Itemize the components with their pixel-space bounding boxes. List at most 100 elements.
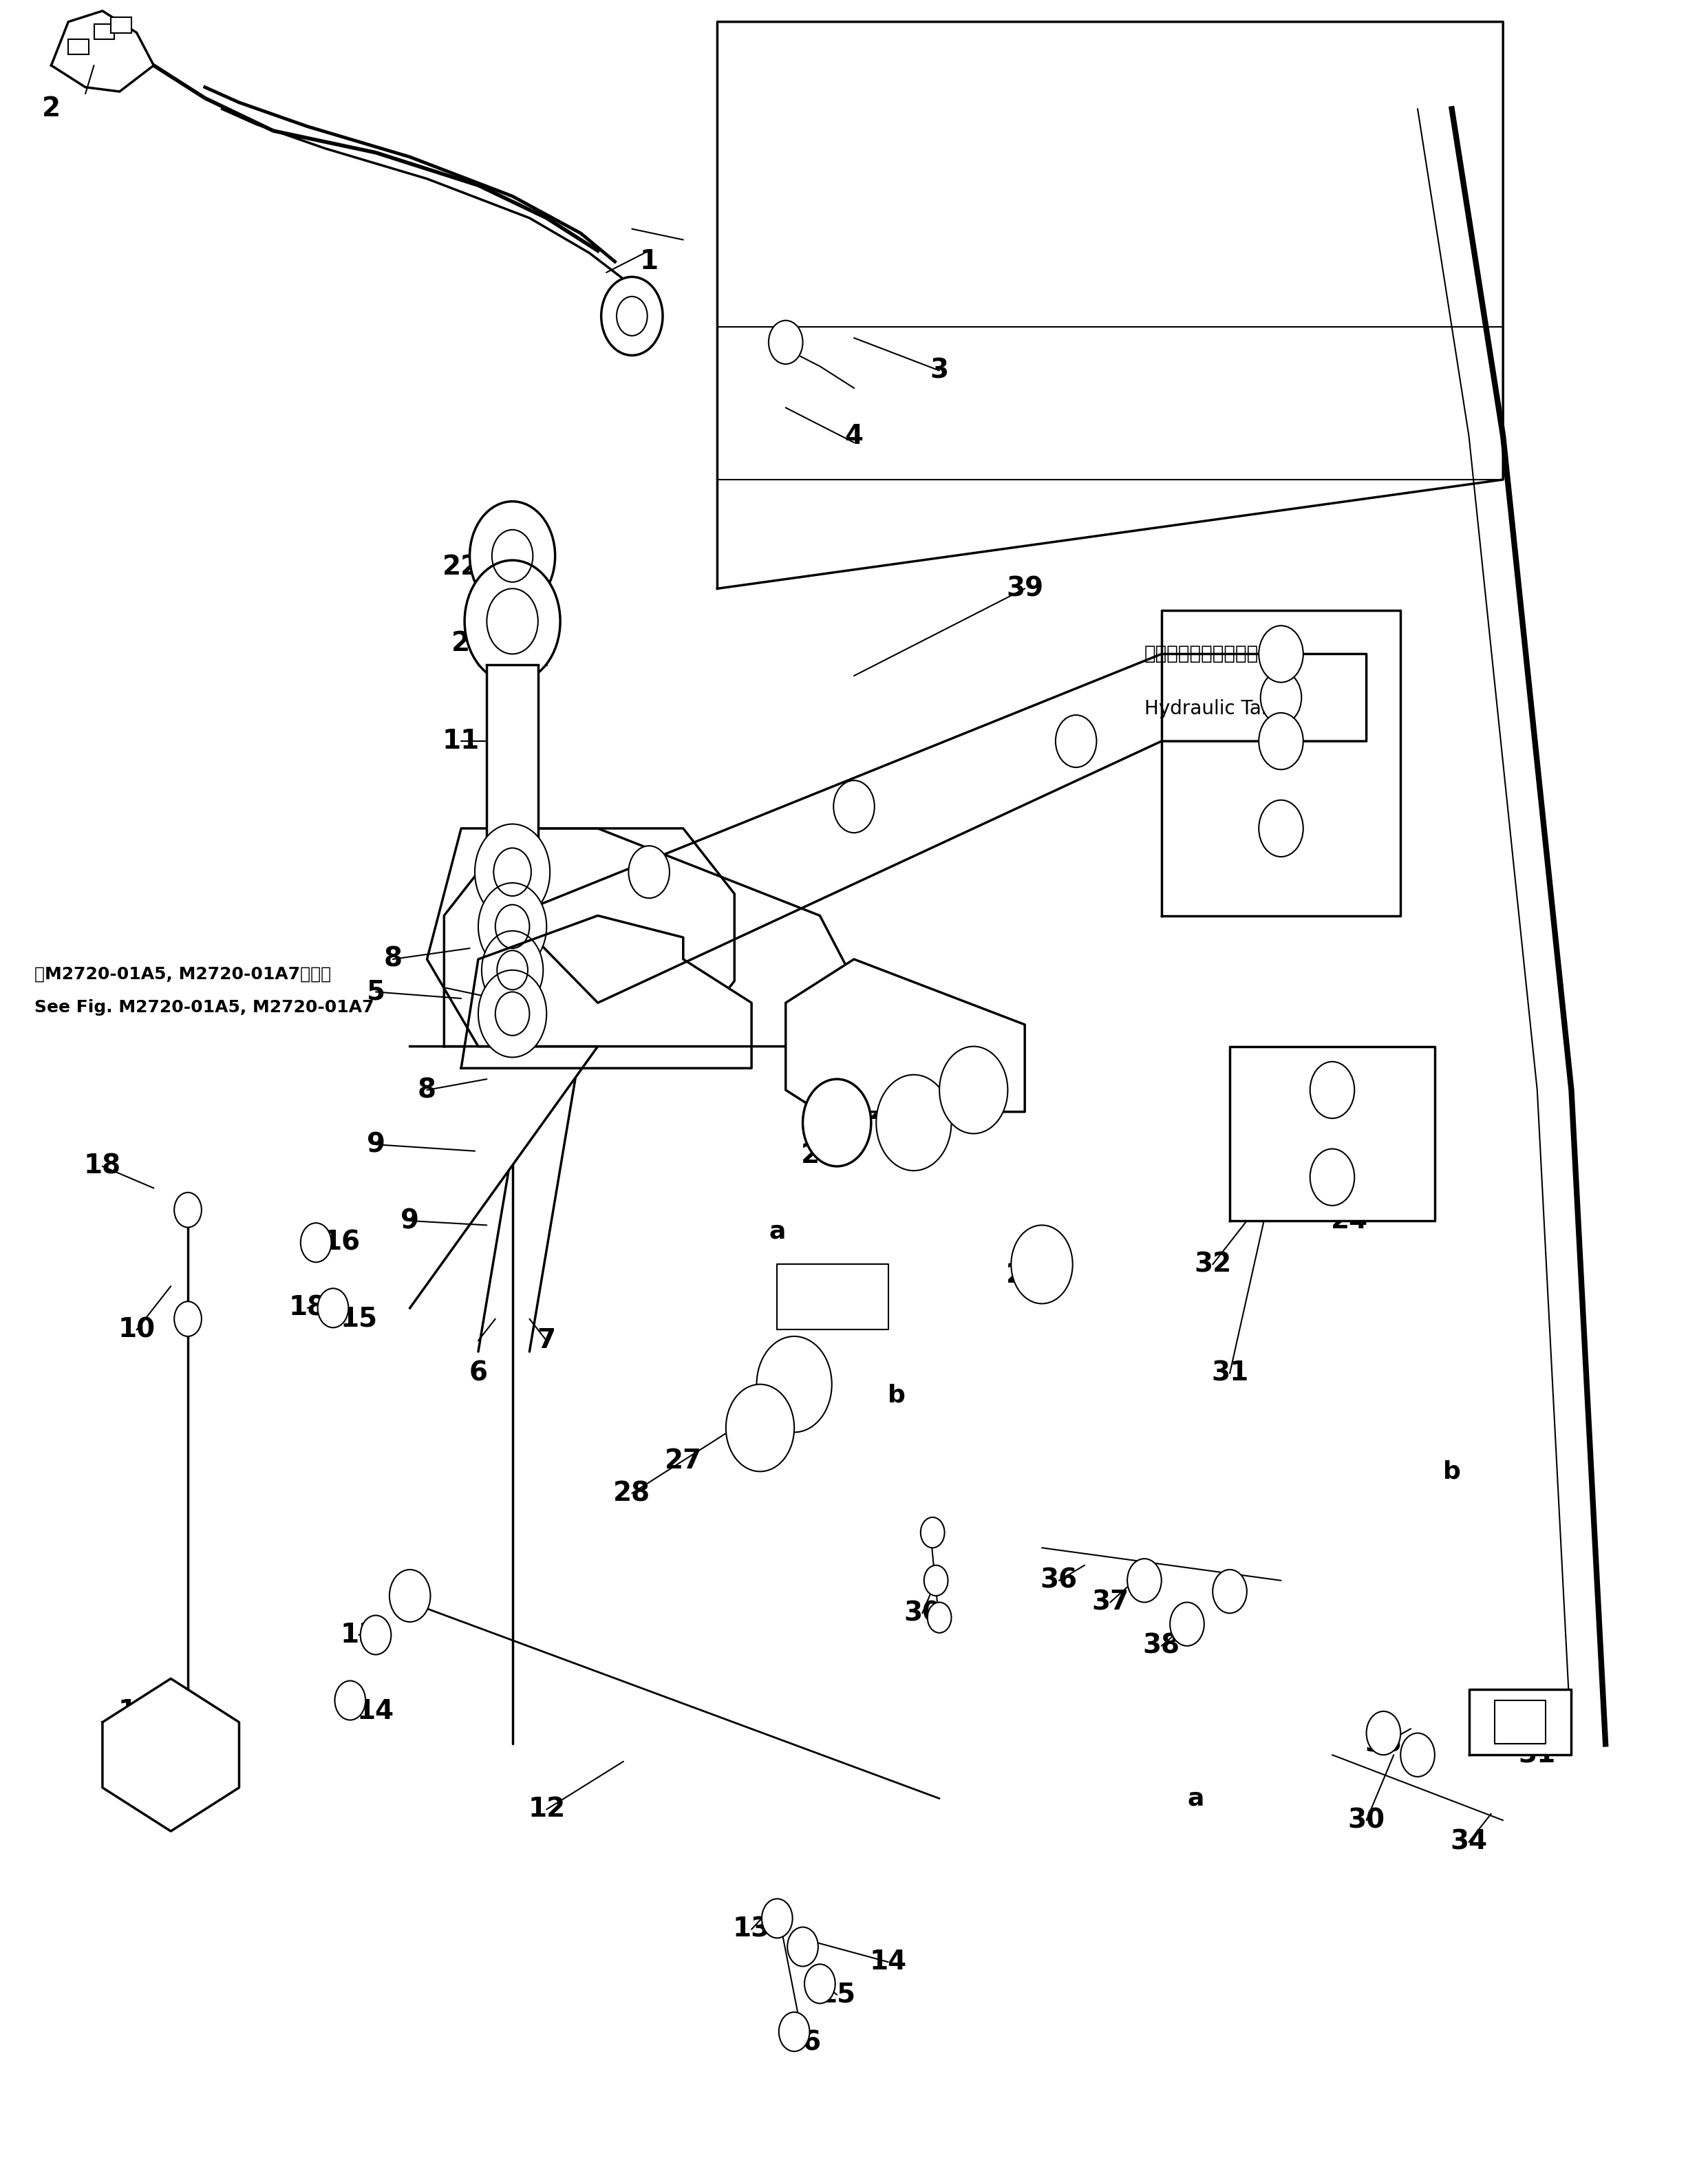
Text: 25: 25 <box>869 1099 907 1125</box>
Circle shape <box>787 1927 818 1966</box>
Circle shape <box>1011 1225 1073 1304</box>
Circle shape <box>939 1046 1008 1134</box>
Text: 5: 5 <box>367 979 384 1005</box>
Text: a: a <box>1187 1788 1204 1809</box>
Text: 23: 23 <box>801 1142 839 1168</box>
Circle shape <box>478 970 547 1057</box>
Text: 28: 28 <box>613 1480 651 1506</box>
Text: 15: 15 <box>818 1982 856 2008</box>
Circle shape <box>757 1336 832 1432</box>
Text: 第M2720-01A5, M2720-01A7図参照: 第M2720-01A5, M2720-01A7図参照 <box>34 966 331 983</box>
Circle shape <box>1261 671 1301 724</box>
Circle shape <box>769 320 803 364</box>
Bar <box>111 17 132 33</box>
Circle shape <box>601 277 663 355</box>
Text: 24: 24 <box>1331 1208 1368 1234</box>
Text: 13: 13 <box>733 1916 770 1942</box>
Text: See Fig. M2720-01A5, M2720-01A7: See Fig. M2720-01A5, M2720-01A7 <box>34 998 374 1016</box>
Text: 32: 32 <box>1194 1251 1231 1277</box>
Text: 39: 39 <box>1006 576 1044 602</box>
Text: 21: 21 <box>451 630 488 656</box>
Circle shape <box>1170 1602 1204 1646</box>
Polygon shape <box>1161 610 1401 916</box>
Text: 18: 18 <box>289 1295 326 1321</box>
Text: 34: 34 <box>1450 1829 1488 1855</box>
Circle shape <box>834 780 874 833</box>
Text: 33: 33 <box>1262 1197 1300 1223</box>
Text: 37: 37 <box>1091 1589 1129 1615</box>
Text: 8: 8 <box>384 946 401 972</box>
Text: 25: 25 <box>784 1393 822 1419</box>
Bar <box>487 665 538 839</box>
Text: 6: 6 <box>470 1360 487 1386</box>
Circle shape <box>482 931 543 1009</box>
Text: 29: 29 <box>1006 1262 1044 1288</box>
Text: 9: 9 <box>401 1208 418 1234</box>
Polygon shape <box>777 1264 888 1330</box>
Text: 30: 30 <box>1348 1807 1385 1833</box>
Text: 2: 2 <box>43 96 60 122</box>
Text: 4: 4 <box>845 423 863 449</box>
Text: b: b <box>888 1384 905 1406</box>
Circle shape <box>465 560 560 682</box>
Text: 16: 16 <box>784 2030 822 2056</box>
Polygon shape <box>444 828 734 1046</box>
Circle shape <box>726 1384 794 1472</box>
Circle shape <box>1310 1062 1354 1118</box>
Text: 20: 20 <box>143 1698 181 1724</box>
Polygon shape <box>717 22 1503 589</box>
Text: 3: 3 <box>931 358 948 384</box>
Circle shape <box>335 1681 366 1720</box>
Circle shape <box>475 824 550 920</box>
Text: Hydraulic Tank: Hydraulic Tank <box>1144 700 1284 717</box>
Circle shape <box>803 1079 871 1166</box>
Circle shape <box>174 1192 202 1227</box>
Circle shape <box>924 1565 948 1596</box>
Text: a: a <box>769 1221 786 1243</box>
Circle shape <box>762 1899 793 1938</box>
Circle shape <box>1259 713 1303 770</box>
Text: 27: 27 <box>664 1448 702 1474</box>
Text: 26: 26 <box>921 1044 958 1070</box>
Circle shape <box>779 2012 810 2051</box>
Circle shape <box>629 846 670 898</box>
Polygon shape <box>512 654 1366 1003</box>
Circle shape <box>1401 1733 1435 1777</box>
Text: 14: 14 <box>357 1698 395 1724</box>
Circle shape <box>1366 1711 1401 1755</box>
Text: 19: 19 <box>152 1742 190 1768</box>
Text: 13: 13 <box>340 1622 377 1648</box>
Circle shape <box>804 1964 835 2003</box>
Bar <box>68 39 89 54</box>
Polygon shape <box>102 1679 239 1831</box>
Polygon shape <box>410 1046 598 1308</box>
Circle shape <box>921 1517 945 1548</box>
Polygon shape <box>51 11 154 92</box>
Text: 7: 7 <box>538 1328 555 1354</box>
Circle shape <box>1310 1149 1354 1206</box>
Circle shape <box>301 1223 331 1262</box>
Circle shape <box>927 1602 951 1633</box>
Text: 10: 10 <box>118 1317 155 1343</box>
Text: ハイドロリックタンク: ハイドロリックタンク <box>1144 645 1259 663</box>
Text: 18: 18 <box>84 1153 121 1179</box>
Circle shape <box>1056 715 1097 767</box>
Polygon shape <box>1469 1690 1571 1755</box>
Circle shape <box>174 1301 202 1336</box>
Text: 15: 15 <box>340 1306 377 1332</box>
Text: 30: 30 <box>904 1600 941 1626</box>
Circle shape <box>1127 1559 1161 1602</box>
Text: 31: 31 <box>1211 1360 1249 1386</box>
Circle shape <box>478 883 547 970</box>
Text: 31: 31 <box>1518 1742 1556 1768</box>
Circle shape <box>470 501 555 610</box>
Text: 35: 35 <box>1365 1731 1402 1757</box>
Text: 8: 8 <box>418 1077 436 1103</box>
Text: 38: 38 <box>1143 1633 1180 1659</box>
Text: 12: 12 <box>528 1796 565 1822</box>
Text: 9: 9 <box>367 1131 384 1158</box>
Text: 14: 14 <box>869 1949 907 1975</box>
Text: 17: 17 <box>118 1698 155 1724</box>
Circle shape <box>389 1570 430 1622</box>
Circle shape <box>360 1615 391 1655</box>
